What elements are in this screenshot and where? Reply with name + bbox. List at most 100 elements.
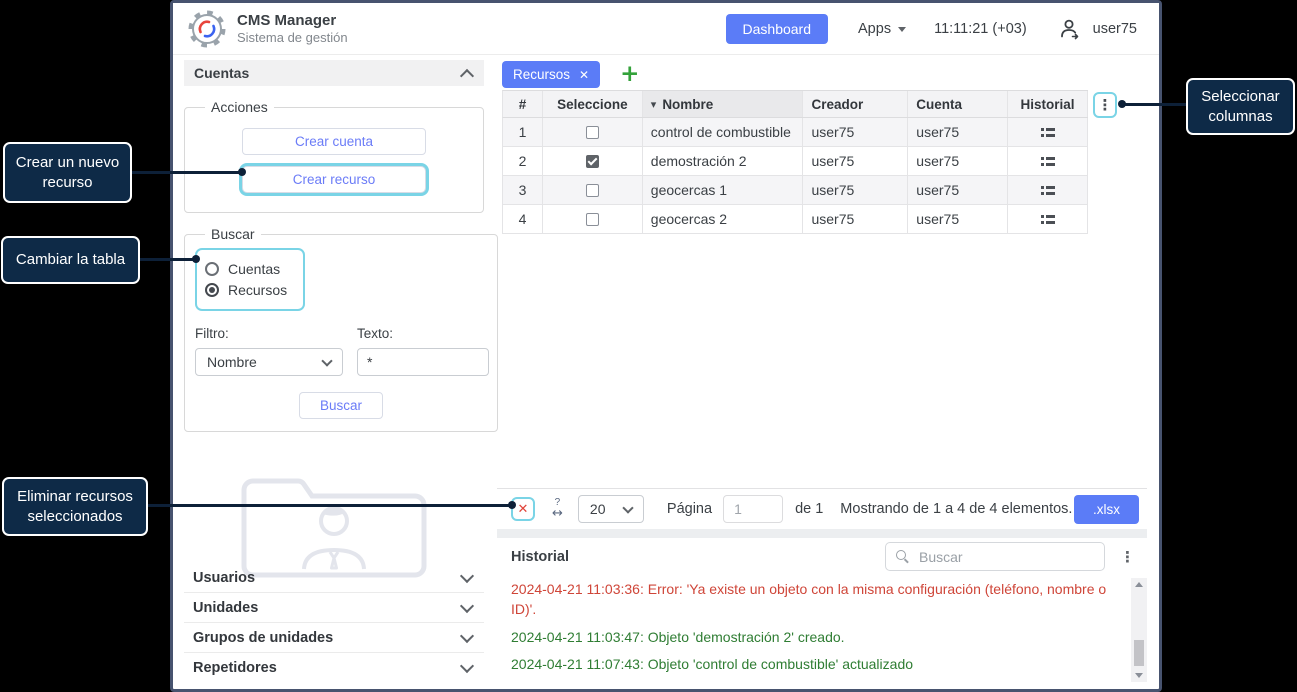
cell-nombre: demostración 2 bbox=[643, 147, 804, 175]
username-text: user75 bbox=[1092, 20, 1137, 37]
column-header-nombre-label: Nombre bbox=[662, 96, 714, 112]
historial-menu-kebab-icon[interactable]: ⋮ bbox=[1120, 547, 1135, 566]
filtro-label: Filtro: bbox=[195, 326, 229, 341]
callout-create-resource: Crear un nuevo recurso bbox=[3, 142, 132, 203]
kebab-vertical-icon: ⋮ bbox=[1097, 95, 1113, 114]
buscar-legend: Buscar bbox=[211, 226, 255, 242]
cell-cuenta: user75 bbox=[908, 176, 1009, 204]
radio-group: Cuentas Recursos bbox=[195, 248, 306, 311]
chevron-down-icon bbox=[622, 501, 634, 514]
radio-option-recursos[interactable]: Recursos bbox=[205, 282, 287, 298]
crear-recurso-button[interactable]: Crear recurso bbox=[242, 166, 426, 193]
row-select-checkbox[interactable] bbox=[585, 154, 599, 168]
crear-cuenta-button[interactable]: Crear cuenta bbox=[242, 128, 426, 155]
app-title: CMS Manager bbox=[237, 12, 337, 29]
callout-connector-line bbox=[130, 171, 243, 174]
row-select-checkbox[interactable] bbox=[585, 183, 599, 197]
buscar-button[interactable]: Buscar bbox=[299, 392, 383, 419]
delete-selected-button[interactable]: ✕ bbox=[511, 497, 535, 521]
acciones-legend: Acciones bbox=[211, 99, 268, 115]
table-body: 1 control de combustible user75 user75 2 demo… bbox=[502, 118, 1088, 234]
search-icon bbox=[896, 550, 909, 563]
callout-connector-line bbox=[138, 258, 196, 261]
history-list-icon[interactable] bbox=[1040, 185, 1055, 195]
cell-nombre: geocercas 1 bbox=[643, 176, 804, 204]
cell-cuenta: user75 bbox=[908, 147, 1009, 175]
historial-title: Historial bbox=[511, 548, 570, 565]
sidebar-item-grupos-de-unidades[interactable]: Grupos de unidades bbox=[184, 622, 484, 652]
add-tab-icon[interactable]: + bbox=[620, 61, 640, 87]
dashboard-button[interactable]: Dashboard bbox=[725, 13, 829, 44]
cell-seleccione bbox=[543, 118, 643, 146]
caret-down-icon bbox=[898, 27, 907, 32]
chevron-up-icon bbox=[459, 68, 475, 83]
sort-desc-icon: ▾ bbox=[650, 97, 657, 111]
filtro-field: Filtro: Nombre bbox=[195, 326, 343, 376]
user-menu[interactable]: user75 bbox=[1059, 18, 1137, 40]
tab-recursos[interactable]: Recursos ✕ bbox=[502, 61, 601, 88]
historial-scrollbar[interactable] bbox=[1131, 578, 1147, 682]
apps-label: Apps bbox=[858, 20, 892, 37]
page-size-select[interactable]: 20 bbox=[577, 495, 644, 523]
callout-select-columns: Seleccionar columnas bbox=[1186, 78, 1295, 135]
panel-divider bbox=[497, 529, 1147, 538]
sidebar-item-label: Unidades bbox=[193, 599, 259, 616]
sidebar-item-repetidores[interactable]: Repetidores bbox=[184, 652, 484, 682]
row-select-checkbox[interactable] bbox=[585, 125, 599, 139]
historial-search-input[interactable] bbox=[917, 547, 1081, 566]
radio-icon[interactable] bbox=[205, 283, 219, 297]
column-header-creador[interactable]: Creador bbox=[803, 91, 909, 117]
fit-columns-button[interactable]: ? ↔ bbox=[552, 498, 563, 521]
acciones-fieldset: Acciones Crear cuenta Crear recurso bbox=[184, 99, 484, 213]
scrollbar-up-arrow-icon[interactable] bbox=[1135, 582, 1143, 587]
column-header-cuenta[interactable]: Cuenta bbox=[908, 91, 1009, 117]
sidebar-item-unidades[interactable]: Unidades bbox=[184, 592, 484, 622]
radio-icon[interactable] bbox=[205, 262, 219, 276]
cell-num: 3 bbox=[503, 176, 543, 204]
column-header-historial[interactable]: Historial bbox=[1008, 91, 1088, 117]
sidebar: Cuentas Acciones Crear cuenta Crear recu… bbox=[184, 60, 498, 584]
select-columns-button[interactable]: ⋮ bbox=[1093, 92, 1117, 118]
historial-search-box[interactable] bbox=[885, 542, 1105, 571]
page-number-input[interactable] bbox=[723, 495, 784, 523]
page-size-value: 20 bbox=[589, 501, 606, 517]
column-header-seleccione[interactable]: Seleccione bbox=[543, 91, 643, 117]
user-icon bbox=[1060, 19, 1078, 39]
buscar-fieldset: Buscar Cuentas Recursos Filtro: Nombre Te… bbox=[184, 226, 498, 432]
sidebar-item-label: Usuarios bbox=[193, 569, 256, 586]
cell-seleccione bbox=[543, 205, 643, 233]
app-subtitle: Sistema de gestión bbox=[237, 30, 348, 45]
history-list-icon[interactable] bbox=[1040, 156, 1055, 166]
history-list-icon[interactable] bbox=[1040, 214, 1055, 224]
texto-input[interactable] bbox=[357, 348, 489, 376]
cell-creador: user75 bbox=[803, 176, 909, 204]
export-xlsx-button[interactable]: .xlsx bbox=[1074, 494, 1139, 524]
cell-seleccione bbox=[543, 176, 643, 204]
cell-seleccione bbox=[543, 147, 643, 175]
app-logo-gear-icon bbox=[188, 10, 226, 47]
cell-cuenta: user75 bbox=[908, 205, 1009, 233]
tab-label: Recursos bbox=[513, 67, 571, 82]
filtro-select[interactable]: Nombre bbox=[195, 348, 343, 376]
sidebar-item-usuarios[interactable]: Usuarios bbox=[184, 563, 484, 592]
page-of-label: de 1 bbox=[795, 501, 824, 517]
apps-menu[interactable]: Apps bbox=[858, 20, 907, 37]
callout-connector-dot bbox=[192, 255, 200, 263]
pagina-label: Página bbox=[666, 501, 713, 517]
tab-close-icon[interactable]: ✕ bbox=[579, 67, 590, 82]
scrollbar-down-arrow-icon[interactable] bbox=[1135, 673, 1143, 678]
column-header-nombre[interactable]: ▾ Nombre bbox=[642, 91, 804, 117]
radio-option-cuentas[interactable]: Cuentas bbox=[205, 261, 287, 277]
history-list-icon[interactable] bbox=[1040, 127, 1055, 137]
radio-label: Cuentas bbox=[228, 261, 281, 277]
texto-field: Texto: bbox=[357, 326, 489, 376]
delete-cross-icon: ✕ bbox=[517, 501, 529, 517]
scrollbar-thumb[interactable] bbox=[1134, 640, 1144, 666]
sidebar-section-cuentas[interactable]: Cuentas bbox=[184, 60, 484, 86]
row-select-checkbox[interactable] bbox=[585, 212, 599, 226]
cell-historial bbox=[1008, 118, 1088, 146]
sidebar-item-label: Repetidores bbox=[193, 659, 277, 676]
table-header-row: # Seleccione ▾ Nombre Creador Cuenta His… bbox=[502, 90, 1088, 118]
column-header-num[interactable]: # bbox=[503, 91, 543, 117]
cell-nombre: control de combustible bbox=[643, 118, 804, 146]
